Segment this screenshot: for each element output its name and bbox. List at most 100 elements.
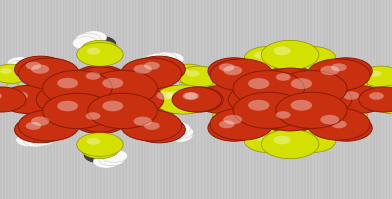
Bar (345, 0, 347, 199)
Bar (125, 0, 127, 199)
Circle shape (167, 125, 193, 139)
Circle shape (28, 115, 69, 136)
Circle shape (210, 59, 262, 85)
Bar (60, 0, 61, 199)
Circle shape (259, 74, 321, 106)
Circle shape (49, 90, 69, 100)
Circle shape (101, 149, 127, 162)
Circle shape (265, 68, 315, 93)
Bar (154, 0, 155, 199)
Circle shape (272, 73, 330, 102)
Circle shape (223, 115, 242, 124)
Bar (232, 0, 234, 199)
Bar (386, 0, 387, 199)
Circle shape (278, 48, 290, 54)
Circle shape (225, 90, 251, 103)
Circle shape (0, 88, 19, 111)
Circle shape (210, 108, 273, 140)
Circle shape (228, 84, 291, 115)
Circle shape (81, 40, 119, 60)
Circle shape (212, 71, 259, 94)
Circle shape (0, 68, 12, 74)
Bar (169, 0, 171, 199)
Circle shape (219, 120, 234, 128)
Circle shape (166, 91, 183, 100)
Bar (348, 0, 350, 199)
Bar (220, 0, 221, 199)
Circle shape (329, 64, 345, 72)
Bar (53, 0, 55, 199)
Circle shape (11, 91, 28, 100)
Bar (207, 0, 209, 199)
Circle shape (82, 100, 101, 109)
Circle shape (220, 119, 236, 127)
Bar (66, 0, 67, 199)
Bar (229, 0, 230, 199)
Circle shape (18, 125, 50, 141)
Circle shape (75, 67, 125, 92)
Bar (6, 0, 8, 199)
Circle shape (93, 155, 119, 168)
Circle shape (276, 73, 290, 81)
Circle shape (265, 106, 315, 131)
Circle shape (144, 54, 170, 67)
Circle shape (28, 63, 69, 84)
Circle shape (263, 79, 280, 88)
Bar (358, 0, 359, 199)
Circle shape (0, 92, 2, 100)
Bar (323, 0, 325, 199)
Bar (176, 0, 177, 199)
Bar (367, 0, 368, 199)
Bar (361, 0, 362, 199)
Circle shape (284, 103, 301, 112)
Circle shape (331, 86, 386, 113)
Bar (364, 0, 365, 199)
Circle shape (94, 103, 112, 112)
Circle shape (150, 58, 182, 74)
Circle shape (7, 60, 33, 74)
Bar (166, 0, 168, 199)
Circle shape (276, 111, 290, 119)
Circle shape (84, 71, 100, 80)
Circle shape (244, 47, 291, 70)
Bar (210, 0, 212, 199)
Bar (267, 0, 268, 199)
Circle shape (102, 101, 123, 111)
Circle shape (167, 129, 193, 142)
Bar (245, 0, 246, 199)
Circle shape (254, 134, 268, 141)
Circle shape (43, 93, 112, 129)
Bar (370, 0, 372, 199)
Circle shape (23, 134, 49, 147)
Bar (141, 0, 143, 199)
Bar (163, 0, 165, 199)
Circle shape (210, 59, 273, 91)
Bar (257, 0, 259, 199)
Circle shape (299, 52, 313, 59)
Circle shape (222, 110, 236, 117)
Circle shape (276, 71, 347, 107)
Circle shape (250, 97, 308, 126)
Bar (138, 0, 140, 199)
Circle shape (289, 129, 336, 152)
Circle shape (272, 100, 291, 109)
Circle shape (25, 122, 41, 130)
Bar (25, 0, 27, 199)
Circle shape (75, 107, 125, 132)
Circle shape (99, 153, 125, 166)
Bar (354, 0, 356, 199)
Bar (188, 0, 190, 199)
Bar (34, 0, 36, 199)
Bar (276, 0, 278, 199)
Circle shape (150, 125, 182, 141)
Circle shape (82, 97, 140, 127)
Circle shape (289, 84, 352, 115)
Circle shape (266, 87, 291, 100)
Circle shape (60, 97, 118, 127)
Bar (304, 0, 306, 199)
Circle shape (81, 31, 107, 44)
Bar (282, 0, 284, 199)
Bar (336, 0, 337, 199)
Circle shape (18, 58, 79, 89)
Circle shape (233, 71, 305, 107)
